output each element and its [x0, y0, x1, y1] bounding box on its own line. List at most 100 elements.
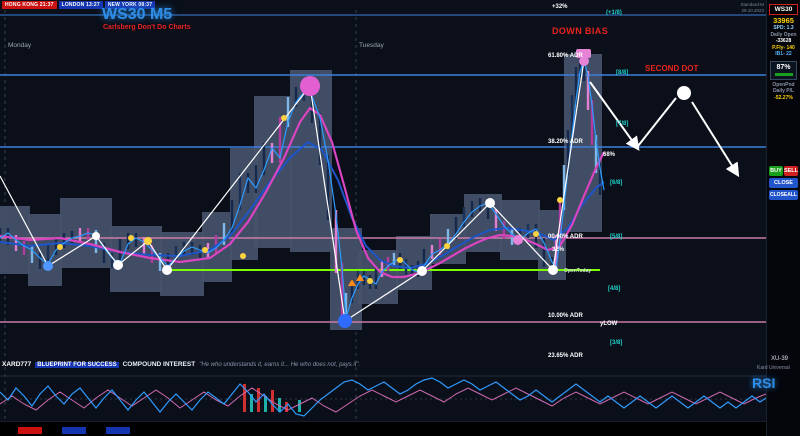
current-price: 33965 [773, 16, 794, 25]
signal-ma-line [0, 106, 605, 279]
murrey-8-8: [8/8] [616, 70, 629, 76]
swing-dot [57, 244, 63, 250]
swing-dot [513, 235, 523, 245]
world-clock-bar: HONG KONG 21:37 LONDON 13:27 NEW YORK 08:3… [2, 1, 156, 9]
murrey-6-8: [6/8] [610, 180, 623, 186]
swing-dot [579, 56, 589, 66]
swing-dot [162, 265, 172, 275]
projection-arrow [637, 97, 677, 147]
second-dot-circle [677, 86, 691, 100]
swing-dot [43, 261, 53, 271]
sell-button[interactable]: SELL [783, 166, 798, 176]
blueprint-badge: BLUEPRINT FOR SUCCESS [35, 361, 119, 368]
swing-dot [533, 231, 539, 237]
rsi-histogram-bar [271, 390, 274, 412]
swing-dot [300, 76, 320, 96]
swing-dot [557, 197, 563, 203]
ib1-value: IB1- 22 [775, 51, 792, 57]
entry-arrow-icon [356, 274, 364, 281]
signal-gauge: 87% [770, 60, 797, 80]
trade-panel: WS30 33965 SPD: 1.3 Daily Open -33628 P.Fly… [766, 0, 800, 436]
rsi-histogram-bar [285, 402, 288, 412]
symbol-badge: WS30 [769, 4, 798, 15]
footer-quote: XARD777 BLUEPRINT FOR SUCCESS COMPOUND I… [2, 361, 360, 368]
closeall-button[interactable]: CLOSEALL [769, 190, 798, 200]
open-pnd-label: OpenPnd [772, 81, 795, 88]
pct-32: 32% [552, 247, 565, 253]
adr-3820: 38.20% ADR [548, 139, 583, 145]
clock-newyork: NEW YORK 08:37 [104, 1, 156, 9]
swing-dot [397, 257, 403, 263]
entry-arrow-icon [348, 279, 356, 286]
indicator-brand-label: Kard Universal [757, 365, 790, 371]
swing-dot [444, 243, 450, 249]
clock-london: LONDON 13:27 [58, 1, 103, 9]
buy-button[interactable]: BUY [769, 166, 783, 176]
rsi-blue-line [0, 377, 767, 417]
pfly-value: P.Fly- 140 [772, 44, 795, 51]
daily-open-value: -33628 [775, 38, 792, 44]
bottom-chip-blue-1[interactable] [62, 427, 86, 434]
murrey-5-8: [5/8] [610, 234, 623, 240]
swing-dot [240, 253, 246, 259]
panel-pnl-rows: OpenPnd Daily P/L -52.27% [767, 82, 800, 102]
zigzag-line [0, 59, 585, 323]
quote-text: "He who understands it, earns it... He w… [199, 361, 361, 368]
rsi-histogram-bar [250, 394, 253, 412]
gauge-bar [774, 72, 793, 76]
template-note: Standard-M [740, 2, 764, 7]
volatility-envelope [254, 96, 292, 248]
rsi-histogram-bar [278, 398, 281, 412]
gauge-value: 87% [776, 63, 791, 71]
swing-dot [367, 278, 373, 284]
chart-symbol-title: WS30 M5 [102, 6, 173, 23]
close-button[interactable]: CLOSE [769, 178, 798, 188]
rsi-indicator-label: RSI [752, 375, 776, 391]
author-name: XARD777 [2, 361, 32, 368]
topic-label: COMPOUND INTEREST [122, 361, 196, 368]
pct-68: 68% [603, 152, 616, 158]
current-price-tag [576, 49, 591, 58]
rsi-histogram-bar [243, 384, 246, 412]
murrey-7-8: [7/8] [616, 121, 629, 127]
daily-pl-value: -52.27% [774, 94, 793, 101]
rsi-histogram-bar [298, 400, 301, 412]
daily-open-label: Daily Open [770, 31, 797, 38]
projection-arrow [589, 81, 640, 151]
open-today: OpenToday [564, 268, 592, 274]
murrey-4-8: [4/8] [608, 286, 621, 292]
bottom-bar [0, 421, 766, 436]
chart-subtitle: Carlsberg Don't Do Charts [103, 24, 191, 31]
pct-plus32: +32% [552, 4, 568, 10]
rsi-pink-line [0, 387, 767, 413]
projection-arrow [691, 101, 740, 178]
swing-dot [417, 266, 427, 276]
swing-dot [281, 115, 287, 121]
swing-dot [92, 232, 100, 240]
swing-dot [548, 265, 558, 275]
bottom-chip-red[interactable] [18, 427, 42, 434]
clock-hongkong: HONG KONG 21:37 [2, 1, 57, 9]
bottom-chip-blue-2[interactable] [106, 427, 130, 434]
swing-dot [485, 198, 495, 208]
adr-6180: 61.80% ADR [548, 53, 583, 59]
second-dot-annotation: SECOND DOT [645, 64, 699, 73]
down-bias-annotation: DOWN BIAS [552, 26, 609, 36]
swing-dot [338, 314, 352, 328]
panel-info-rows: SPD: 1.3 Daily Open -33628 P.Fly- 140 IB1- 2… [767, 25, 800, 58]
session-label-monday: Monday [8, 42, 32, 49]
spread-value: SPD: 1.3 [773, 25, 794, 31]
daily-pl-label: Daily P/L [772, 88, 795, 94]
session-label-tuesday: Tuesday [359, 42, 384, 49]
murrey-3-8: [3/8] [610, 340, 623, 346]
swing-dot [202, 247, 208, 253]
adr-2365: 23.65% ADR [548, 353, 583, 359]
ylow: yLOW [600, 321, 618, 327]
rsi-histogram-bar [264, 396, 267, 412]
indicator-xu-label: XU-39 [771, 356, 789, 362]
date-note: 29.10.2023 [741, 8, 764, 13]
swing-dot [144, 237, 152, 245]
slow-ma-line [0, 140, 605, 270]
